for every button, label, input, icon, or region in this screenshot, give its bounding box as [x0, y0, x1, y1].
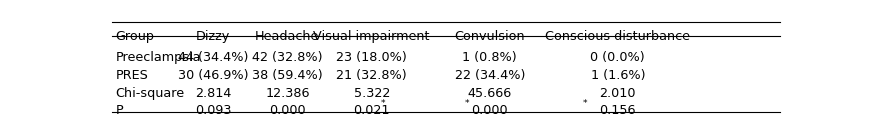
- Text: Convulsion: Convulsion: [454, 30, 524, 43]
- Text: 12.386: 12.386: [265, 87, 309, 100]
- Text: Group: Group: [116, 30, 155, 43]
- Text: 45.666: 45.666: [467, 87, 511, 100]
- Text: Conscious disturbance: Conscious disturbance: [545, 30, 689, 43]
- Text: 38 (59.4%): 38 (59.4%): [252, 69, 322, 82]
- Text: 30 (46.9%): 30 (46.9%): [178, 69, 249, 82]
- Text: 0.000: 0.000: [269, 104, 305, 117]
- Text: *: *: [582, 99, 587, 108]
- Text: *: *: [464, 99, 468, 108]
- Text: 0.093: 0.093: [195, 104, 231, 117]
- Text: 1 (1.6%): 1 (1.6%): [590, 69, 644, 82]
- Text: 0 (0.0%): 0 (0.0%): [590, 51, 645, 64]
- Text: 21 (32.8%): 21 (32.8%): [336, 69, 407, 82]
- Text: Headache: Headache: [255, 30, 319, 43]
- Text: 2.814: 2.814: [195, 87, 231, 100]
- Text: 2.010: 2.010: [599, 87, 635, 100]
- Text: 42 (32.8%): 42 (32.8%): [252, 51, 322, 64]
- Text: 0.021: 0.021: [353, 104, 389, 117]
- Text: 5.322: 5.322: [353, 87, 389, 100]
- Text: 44 (34.4%): 44 (34.4%): [178, 51, 249, 64]
- Text: 22 (34.4%): 22 (34.4%): [454, 69, 524, 82]
- Text: Dizzy: Dizzy: [196, 30, 230, 43]
- Text: P: P: [116, 104, 123, 117]
- Text: 1 (0.8%): 1 (0.8%): [461, 51, 516, 64]
- Text: Chi-square: Chi-square: [116, 87, 184, 100]
- Text: 0.156: 0.156: [599, 104, 635, 117]
- Text: Visual impairment: Visual impairment: [313, 30, 429, 43]
- Text: 23 (18.0%): 23 (18.0%): [336, 51, 407, 64]
- Text: 0.000: 0.000: [471, 104, 507, 117]
- Text: *: *: [380, 99, 384, 108]
- Text: PRES: PRES: [116, 69, 149, 82]
- Text: Preeclampsia: Preeclampsia: [116, 51, 201, 64]
